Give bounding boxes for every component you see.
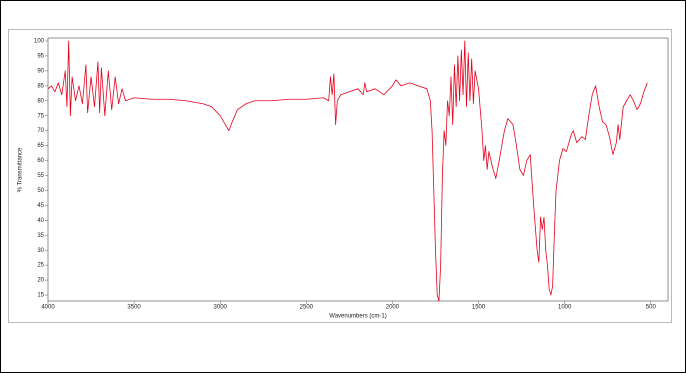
y-tick-label: 60 xyxy=(37,158,44,164)
y-tick-label: 40 xyxy=(37,218,44,224)
y-axis-label: % Transmittance xyxy=(18,147,24,192)
plot-frame xyxy=(47,37,669,302)
y-tick-label: 45 xyxy=(37,203,44,209)
y-tick-label: 100 xyxy=(34,39,45,45)
y-tick-label: 85 xyxy=(37,83,44,89)
x-axis-label: Wavenumbers (cm-1) xyxy=(329,314,386,320)
x-tick-label: 3000 xyxy=(214,305,228,311)
y-tick-label: 95 xyxy=(37,54,44,60)
y-tick-label: 25 xyxy=(37,263,44,269)
x-tick-label: 2500 xyxy=(300,305,314,311)
y-tick-label: 55 xyxy=(37,173,44,179)
spectrum-line xyxy=(47,40,648,302)
y-tick-label: 35 xyxy=(37,233,44,239)
x-tick-label: 3500 xyxy=(127,305,141,311)
y-tick-label: 15 xyxy=(37,293,44,299)
y-tick-label: 65 xyxy=(37,143,44,149)
x-tick-label: 4000 xyxy=(41,305,55,311)
y-tick-label: 30 xyxy=(37,248,44,254)
x-tick-label: 500 xyxy=(646,305,657,311)
y-tick-label: 75 xyxy=(37,113,44,119)
y-tick-label: 20 xyxy=(37,278,44,284)
chart-frame xyxy=(8,29,672,323)
x-tick-label: 2000 xyxy=(386,305,400,311)
y-tick-label: 50 xyxy=(37,188,44,194)
x-tick-label: 1500 xyxy=(472,305,486,311)
y-tick-label: 80 xyxy=(37,98,44,104)
y-tick-label: 70 xyxy=(37,128,44,134)
x-tick-label: 1000 xyxy=(558,305,572,311)
y-tick-label: 90 xyxy=(37,68,44,74)
